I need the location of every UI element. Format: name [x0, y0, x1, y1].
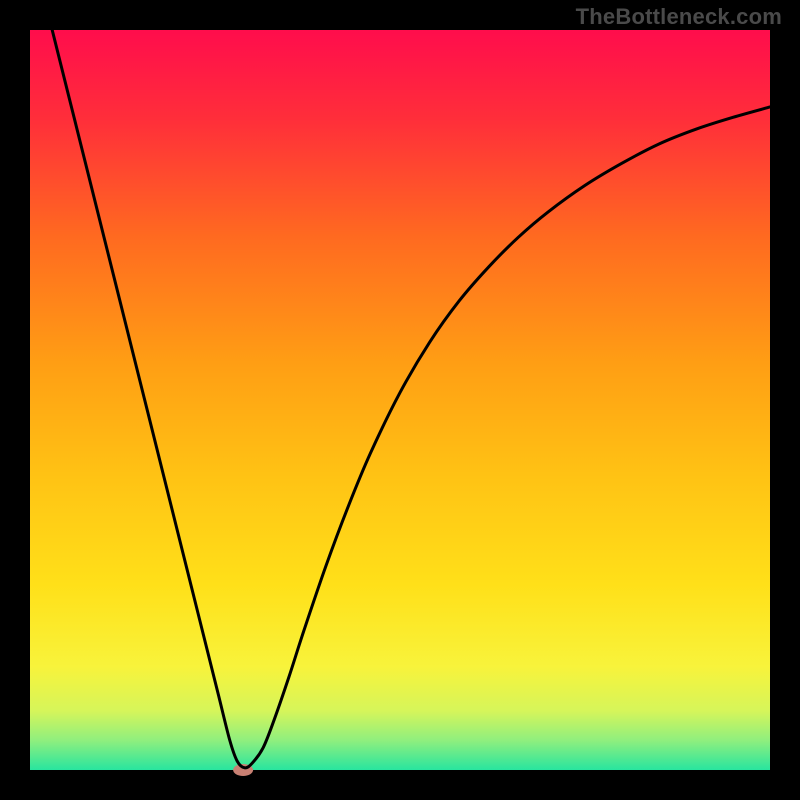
- bottleneck-chart: [0, 0, 800, 800]
- chart-stage: TheBottleneck.com: [0, 0, 800, 800]
- plot-background: [30, 30, 770, 770]
